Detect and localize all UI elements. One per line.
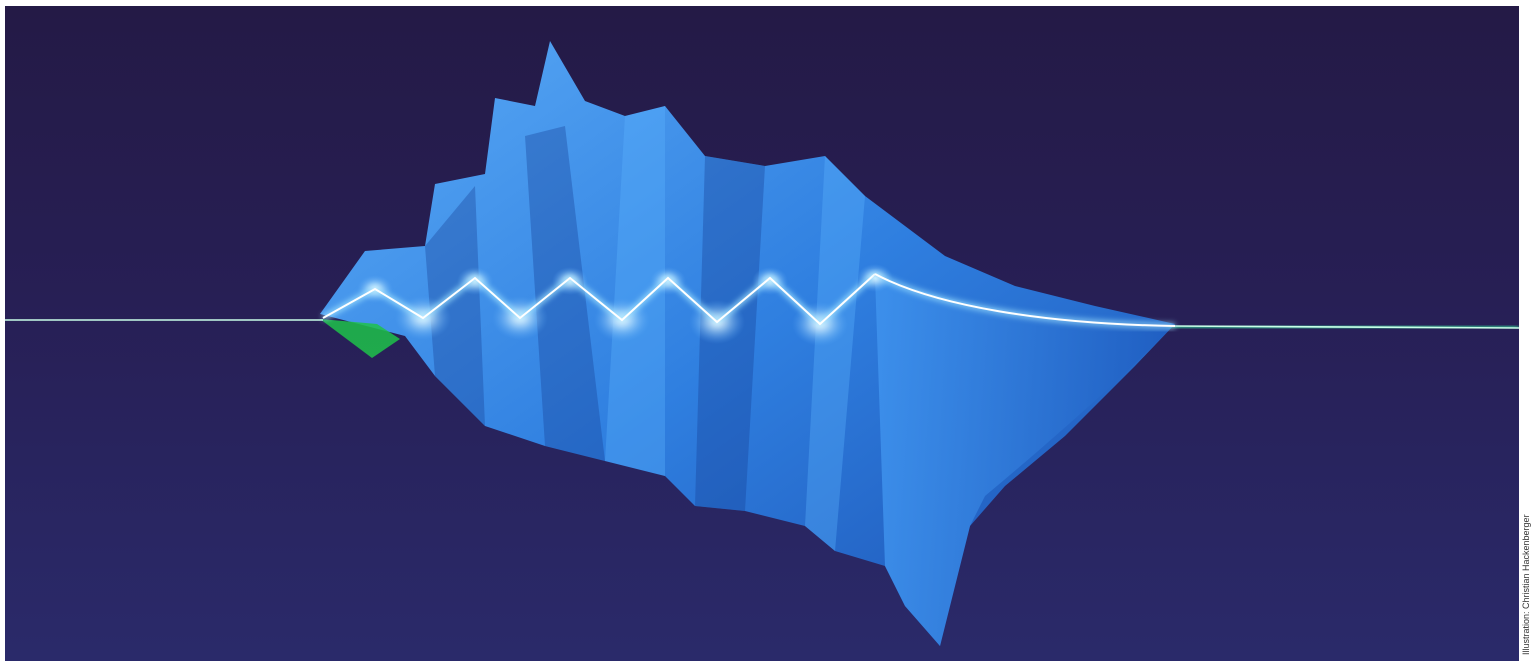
green-prism [320,319,400,358]
photo-credit-text: Illustration: Christian Hackenberger [1521,514,1531,655]
laser-beam [5,271,1519,331]
photo-credit: Illustration: Christian Hackenberger [1519,440,1533,660]
photo-frame [5,6,1519,661]
laser-pulse-illustration [5,41,1519,646]
right-sheet [875,276,1175,646]
